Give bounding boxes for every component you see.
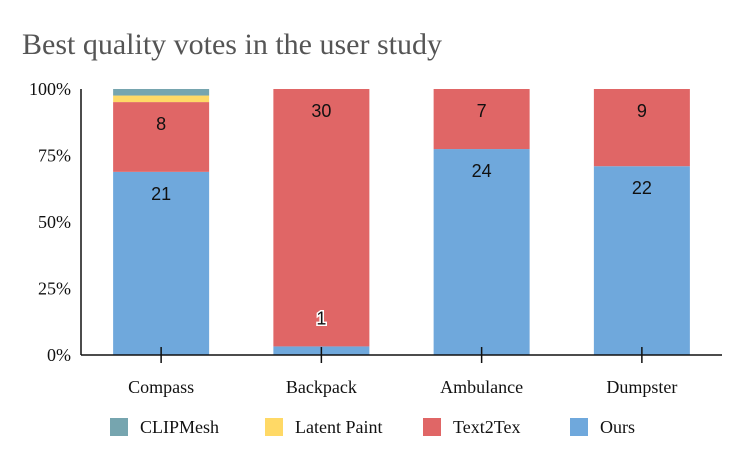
data-labels: 21 8 1 30 24 7 22 9 [151,101,652,330]
bar-ours-compass [113,171,210,355]
legend-swatch-text2tex [423,418,441,436]
data-label-ours-ambulance: 24 [472,161,492,181]
chart-title: Best quality votes in the user study [22,28,442,61]
bar-text2tex-backpack [273,89,370,347]
x-tick-label-compass: Compass [128,377,194,397]
bar-ours-dumpster [593,166,690,355]
data-label-ours-compass: 21 [151,184,171,204]
y-tick-label: 50% [38,212,71,232]
legend-label-clipmesh: CLIPMesh [140,417,219,437]
data-label-ours-dumpster: 22 [632,178,652,198]
legend-label-latent-paint: Latent Paint [295,417,382,437]
bars [113,89,690,355]
data-label-text2tex-compass: 8 [156,114,166,134]
x-tick-label-dumpster: Dumpster [606,377,677,397]
bar-clipmesh-compass [113,89,210,96]
y-tick-label: 75% [38,146,71,166]
legend-swatch-ours [570,418,588,436]
y-tick-label: 100% [29,79,71,99]
x-tick-label-backpack: Backpack [286,377,357,397]
y-tick-label: 25% [38,279,71,299]
legend-swatch-latent-paint [265,418,283,436]
legend-swatch-clipmesh [110,418,128,436]
x-tick-label-ambulance: Ambulance [440,377,523,397]
legend-label-ours: Ours [600,417,635,437]
bar-ours-ambulance [433,149,530,355]
data-label-text2tex-ambulance: 7 [477,101,487,121]
legend-label-text2tex: Text2Tex [453,417,520,437]
y-tick-label: 0% [47,345,71,365]
bar-text2tex-ambulance [433,89,530,150]
legend: CLIPMesh Latent Paint Text2Tex Ours [110,417,635,437]
y-axis: 0% 25% 50% 75% 100% [29,79,71,365]
bar-text2tex-compass [113,102,210,172]
bar-latent-paint-compass [113,95,210,103]
data-label-ours-backpack: 1 [316,308,326,328]
x-axis: Compass Backpack Ambulance Dumpster [128,347,677,397]
data-label-text2tex-backpack: 30 [311,101,331,121]
data-label-text2tex-dumpster: 9 [637,101,647,121]
bar-text2tex-dumpster [593,89,690,167]
